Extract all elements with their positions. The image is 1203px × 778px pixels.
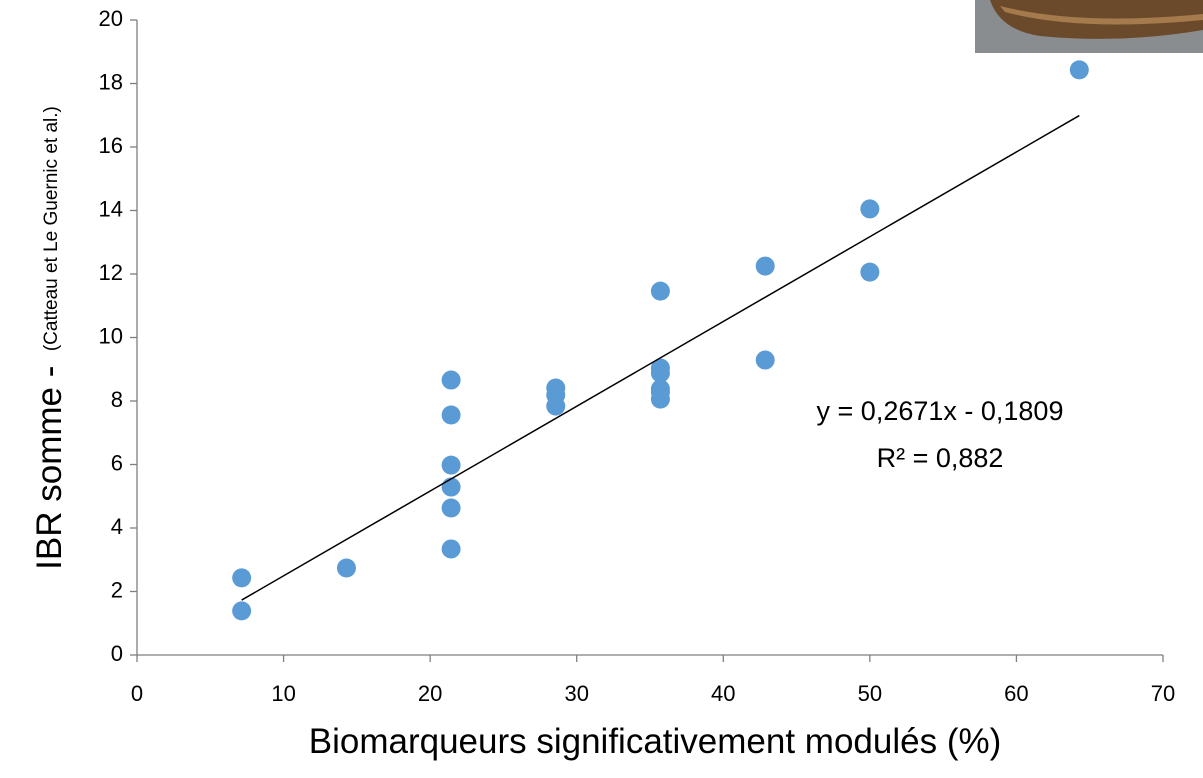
x-tick-label: 50 xyxy=(858,681,882,706)
data-point xyxy=(546,396,566,416)
x-tick-label: 0 xyxy=(131,681,143,706)
data-point xyxy=(650,389,670,409)
x-tick-label: 60 xyxy=(1004,681,1028,706)
y-tick-label: 4 xyxy=(111,514,123,539)
x-axis-label: Biomarqueurs significativement modulés (… xyxy=(309,722,1002,761)
y-tick-label: 12 xyxy=(99,260,123,285)
x-tick-label: 70 xyxy=(1151,681,1175,706)
y-tick-label: 10 xyxy=(99,323,123,348)
data-point xyxy=(441,405,461,425)
x-tick-label: 40 xyxy=(711,681,735,706)
y-tick-label: 6 xyxy=(111,450,123,475)
y-tick-label: 18 xyxy=(99,69,123,94)
y-tick-label: 20 xyxy=(99,6,123,31)
data-point xyxy=(860,262,880,282)
data-point xyxy=(441,370,461,390)
data-point xyxy=(441,477,461,497)
data-point xyxy=(441,498,461,518)
y-axis-label: IBR somme - (Catteau et Le Guernic et al… xyxy=(30,106,69,570)
data-point xyxy=(336,558,356,578)
r-squared-label: R² = 0,882 xyxy=(877,443,1004,473)
y-tick-label: 0 xyxy=(111,641,123,666)
y-tick-label: 8 xyxy=(111,387,123,412)
data-point xyxy=(232,601,252,621)
photo-highlight xyxy=(1000,6,1203,25)
data-point xyxy=(755,350,775,370)
data-point xyxy=(1069,60,1089,80)
data-point xyxy=(441,455,461,475)
y-axis-label-note: (Catteau et Le Guernic et al.) xyxy=(41,106,62,351)
data-point xyxy=(650,363,670,383)
y-axis-label-main: IBR somme - xyxy=(30,366,69,570)
photo-inset xyxy=(975,0,1203,53)
equation-label: y = 0,2671x - 0,1809 xyxy=(817,396,1064,426)
x-tick-label: 20 xyxy=(418,681,442,706)
data-point xyxy=(650,281,670,301)
data-point xyxy=(755,256,775,276)
data-point xyxy=(441,539,461,559)
x-tick-label: 30 xyxy=(564,681,588,706)
data-point xyxy=(860,199,880,219)
y-tick-label: 2 xyxy=(111,577,123,602)
x-tick-label: 10 xyxy=(271,681,295,706)
y-tick-label: 14 xyxy=(99,196,123,221)
y-tick-label: 16 xyxy=(99,133,123,158)
data-point xyxy=(232,568,252,588)
trendline xyxy=(241,114,1080,601)
